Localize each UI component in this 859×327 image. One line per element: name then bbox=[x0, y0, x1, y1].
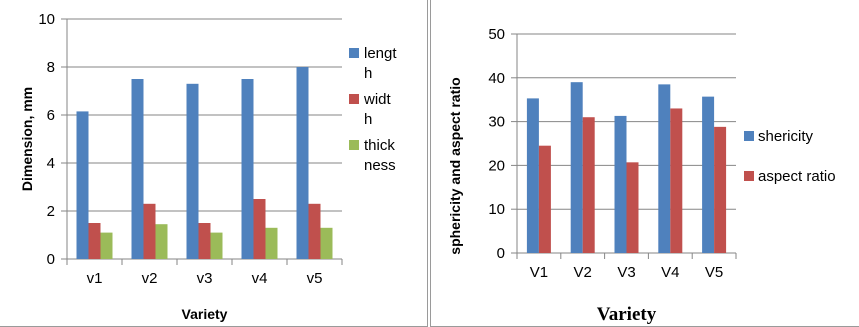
bar-aspect-ratio-V5 bbox=[714, 126, 727, 253]
x-tick-label: v3 bbox=[197, 270, 213, 287]
bar-shericity-V3 bbox=[614, 115, 627, 253]
legend-label-width: widt bbox=[363, 91, 392, 108]
y-tick-label: 50 bbox=[488, 26, 505, 43]
y-tick-label: 0 bbox=[47, 251, 55, 268]
x-tick-label: v2 bbox=[142, 270, 158, 287]
legend-label-thickness: thick bbox=[364, 137, 395, 154]
y-tick-label: 20 bbox=[488, 157, 505, 174]
y-tick-label: 6 bbox=[47, 107, 55, 124]
bar-aspect-ratio-V4 bbox=[670, 108, 683, 254]
bar-shericity-V5 bbox=[702, 96, 715, 253]
x-tick-label: V5 bbox=[705, 264, 723, 281]
bar-shericity-V4 bbox=[658, 84, 671, 254]
legend-swatch-shericity bbox=[744, 131, 754, 141]
legend-swatch-aspect-ratio bbox=[744, 171, 754, 181]
x-tick-label: v1 bbox=[87, 270, 103, 287]
y-tick-label: 0 bbox=[497, 245, 505, 262]
x-tick-label: V1 bbox=[530, 264, 548, 281]
bar-length-v4 bbox=[241, 79, 254, 259]
bar-thickness-v2 bbox=[155, 224, 168, 259]
y-axis-title: sphericity and aspect ratio bbox=[447, 77, 463, 254]
legend-label-length: lengt bbox=[364, 45, 397, 62]
bar-width-v5 bbox=[308, 203, 321, 259]
bar-width-v1 bbox=[88, 223, 101, 259]
y-tick-label: 8 bbox=[47, 59, 55, 76]
legend-label-length: h bbox=[364, 65, 372, 82]
bar-aspect-ratio-V3 bbox=[626, 162, 639, 253]
bar-thickness-v3 bbox=[210, 232, 223, 259]
legend-swatch-width bbox=[349, 94, 359, 104]
sphericity-chart-panel: 0 10 20 30 40 50 V1 V2 V3 V4 V5 Variety sphericity a… bbox=[430, 0, 859, 327]
x-axis-title: Variety bbox=[182, 306, 228, 322]
bar-length-v5 bbox=[296, 67, 309, 259]
bar-width-v3 bbox=[198, 223, 211, 259]
x-tick-label: V4 bbox=[661, 264, 679, 281]
y-tick-label: 2 bbox=[47, 203, 55, 220]
legend-label-thickness: ness bbox=[364, 157, 396, 174]
bar-width-v4 bbox=[253, 199, 266, 259]
y-tick-label: 10 bbox=[488, 201, 505, 218]
bar-length-v1 bbox=[76, 111, 89, 260]
y-tick-label: 40 bbox=[488, 70, 505, 87]
x-axis-title: Variety bbox=[597, 304, 657, 325]
x-tick-label: v5 bbox=[307, 270, 323, 287]
x-tick-label: V2 bbox=[574, 264, 592, 281]
legend-swatch-thickness bbox=[349, 140, 359, 150]
dimension-chart-panel: 0 2 4 6 8 10 v1 v2 v3 v4 v5 Variety Dimension, mm len… bbox=[0, 0, 428, 327]
dimension-chart: 0 2 4 6 8 10 v1 v2 v3 v4 v5 Variety Dimension, mm len… bbox=[19, 11, 397, 322]
bar-length-v3 bbox=[186, 83, 199, 259]
x-tick-label: v4 bbox=[252, 270, 268, 287]
y-tick-label: 30 bbox=[488, 114, 505, 131]
bar-aspect-ratio-V1 bbox=[538, 145, 551, 253]
bar-length-v2 bbox=[131, 79, 144, 259]
bar-thickness-v5 bbox=[320, 227, 333, 259]
y-axis-title: Dimension, mm bbox=[19, 87, 35, 191]
legend-swatch-length bbox=[349, 48, 359, 58]
bar-aspect-ratio-V2 bbox=[582, 117, 595, 253]
bar-width-v2 bbox=[143, 203, 156, 259]
x-tick-label: V3 bbox=[617, 264, 635, 281]
legend-label-shericity: shericity bbox=[758, 128, 814, 145]
sphericity-chart: 0 10 20 30 40 50 V1 V2 V3 V4 V5 Variety sphericity a… bbox=[447, 26, 836, 325]
bar-thickness-v1 bbox=[100, 232, 113, 259]
y-tick-label: 4 bbox=[47, 155, 55, 172]
legend-label-aspect-ratio: aspect ratio bbox=[758, 168, 836, 185]
y-tick-label: 10 bbox=[38, 11, 55, 28]
legend-label-width: h bbox=[364, 111, 372, 128]
bar-shericity-V1 bbox=[526, 98, 539, 253]
bar-thickness-v4 bbox=[265, 227, 278, 259]
bar-shericity-V2 bbox=[570, 82, 583, 254]
